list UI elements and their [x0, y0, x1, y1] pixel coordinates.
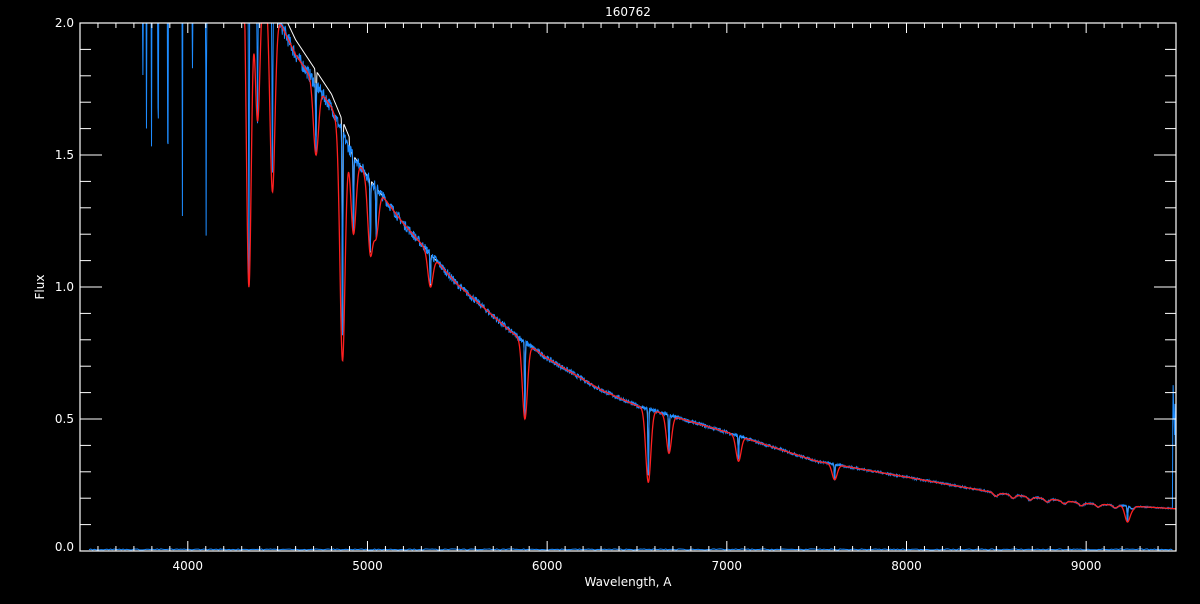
- x-axis-label: Wavelength, A: [584, 575, 672, 589]
- x-tick-label: 9000: [1071, 559, 1102, 573]
- x-tick-label: 5000: [352, 559, 383, 573]
- axis-ticks: [80, 22, 1177, 552]
- x-tick-label: 6000: [532, 559, 563, 573]
- plot-frame: [79, 22, 1177, 552]
- y-tick-label: 2.0: [55, 16, 74, 30]
- y-tick-label: 0.0: [55, 540, 74, 554]
- y-tick-label: 0.5: [55, 412, 74, 426]
- error-series-line: [88, 548, 1173, 551]
- chart-title: 160762: [605, 5, 651, 19]
- y-tick-label: 1.0: [55, 280, 74, 294]
- series-blue-line: [80, 22, 1177, 523]
- x-tick-label: 7000: [712, 559, 743, 573]
- x-tick-labels: 4000 5000 6000 7000 8000 9000: [173, 559, 1102, 573]
- y-tick-label: 1.5: [55, 148, 74, 162]
- series-red-line: [241, 22, 1177, 523]
- plot-area: [80, 22, 1177, 551]
- y-tick-labels: 0.0 0.5 1.0 1.5 2.0: [55, 16, 74, 554]
- x-tick-label: 4000: [173, 559, 204, 573]
- series-white-line: [284, 22, 1177, 523]
- y-axis-label: Flux: [33, 275, 47, 300]
- x-tick-label: 8000: [891, 559, 922, 573]
